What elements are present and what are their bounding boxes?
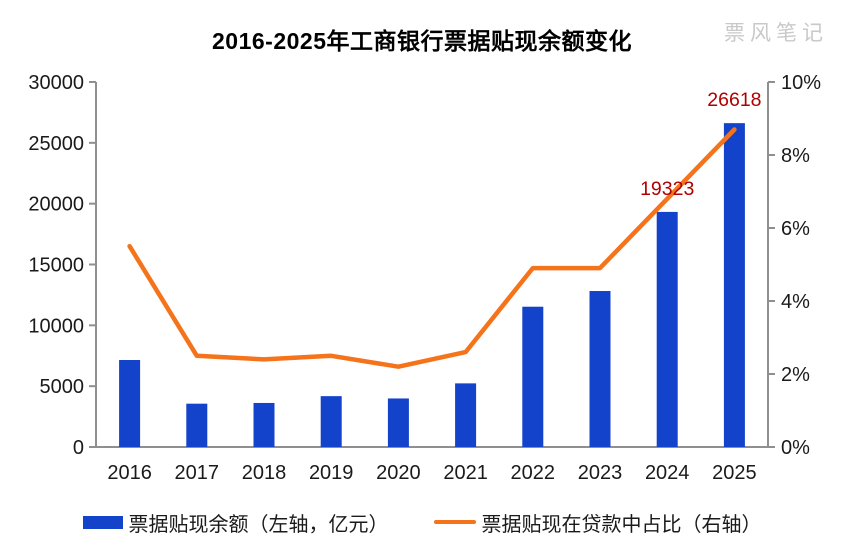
right-axis-tick-label: 8%: [781, 145, 810, 167]
right-axis-tick-label: 2%: [781, 364, 810, 386]
ratio-line-series: [127, 127, 737, 369]
x-axis-label-2025: 2025: [712, 462, 757, 484]
legend-item-discount-balance: 票据贴现余额（左轴，亿元）: [82, 508, 389, 537]
left-axis-tick-label: 10000: [28, 315, 84, 337]
plot-area: 0 5000 10000 15000 20000 25000 30000 0% 2% 4% 6% 8%…: [28, 72, 821, 484]
right-axis-tick-label: 6%: [781, 218, 810, 240]
bar-2025: [723, 123, 745, 447]
left-axis-tick-label: 5000: [40, 376, 85, 398]
data-label-2025: 26618: [707, 89, 761, 111]
line-series-swatch-icon: [433, 520, 476, 524]
x-axis-label-2024: 2024: [645, 462, 690, 484]
left-axis-tick-label: 20000: [28, 194, 84, 216]
x-axis-label-2019: 2019: [309, 462, 354, 484]
left-axis-tick-label: 30000: [28, 72, 84, 94]
left-axis-tick-label: 25000: [28, 133, 84, 155]
bar-2022: [522, 306, 544, 447]
bar-2021: [455, 383, 477, 447]
watermark-logo: 票风笔记: [724, 21, 828, 45]
bar-2020: [387, 398, 409, 447]
bar-2017: [186, 403, 208, 447]
x-axis-label-2020: 2020: [376, 462, 421, 484]
bar-2023: [589, 291, 611, 447]
x-axis-label-2022: 2022: [511, 462, 556, 484]
x-axis-label-2021: 2021: [443, 462, 488, 484]
chart-title: 2016-2025年工商银行票据贴现余额变化: [212, 28, 632, 54]
x-axis-label-2017: 2017: [175, 462, 220, 484]
left-axis-tick-label: 0: [73, 437, 84, 459]
bar-2018: [253, 402, 275, 447]
legend-label-ratio: 票据贴现在贷款中占比（右轴）: [481, 513, 762, 536]
bar-2016: [119, 360, 141, 447]
left-axis-tick-label: 15000: [28, 255, 84, 277]
right-axis-tick-label: 10%: [781, 72, 821, 94]
x-axis-label-2016: 2016: [107, 462, 152, 484]
data-label-2024: 19323: [640, 178, 694, 200]
legend-label-balance: 票据贴现余额（左轴，亿元）: [128, 513, 389, 536]
right-axis-tick-label: 0%: [781, 437, 810, 459]
bar-2019: [320, 396, 342, 447]
bar-2024: [656, 211, 678, 447]
right-axis-tick-label: 4%: [781, 291, 810, 313]
bar-series-swatch-icon: [82, 515, 123, 529]
x-axis-label-2018: 2018: [242, 462, 287, 484]
x-axis-label-2023: 2023: [578, 462, 623, 484]
legend: 票据贴现余额（左轴，亿元） 票据贴现在贷款中占比（右轴）: [0, 506, 844, 538]
legend-item-loan-ratio: 票据贴现在贷款中占比（右轴）: [433, 508, 762, 537]
